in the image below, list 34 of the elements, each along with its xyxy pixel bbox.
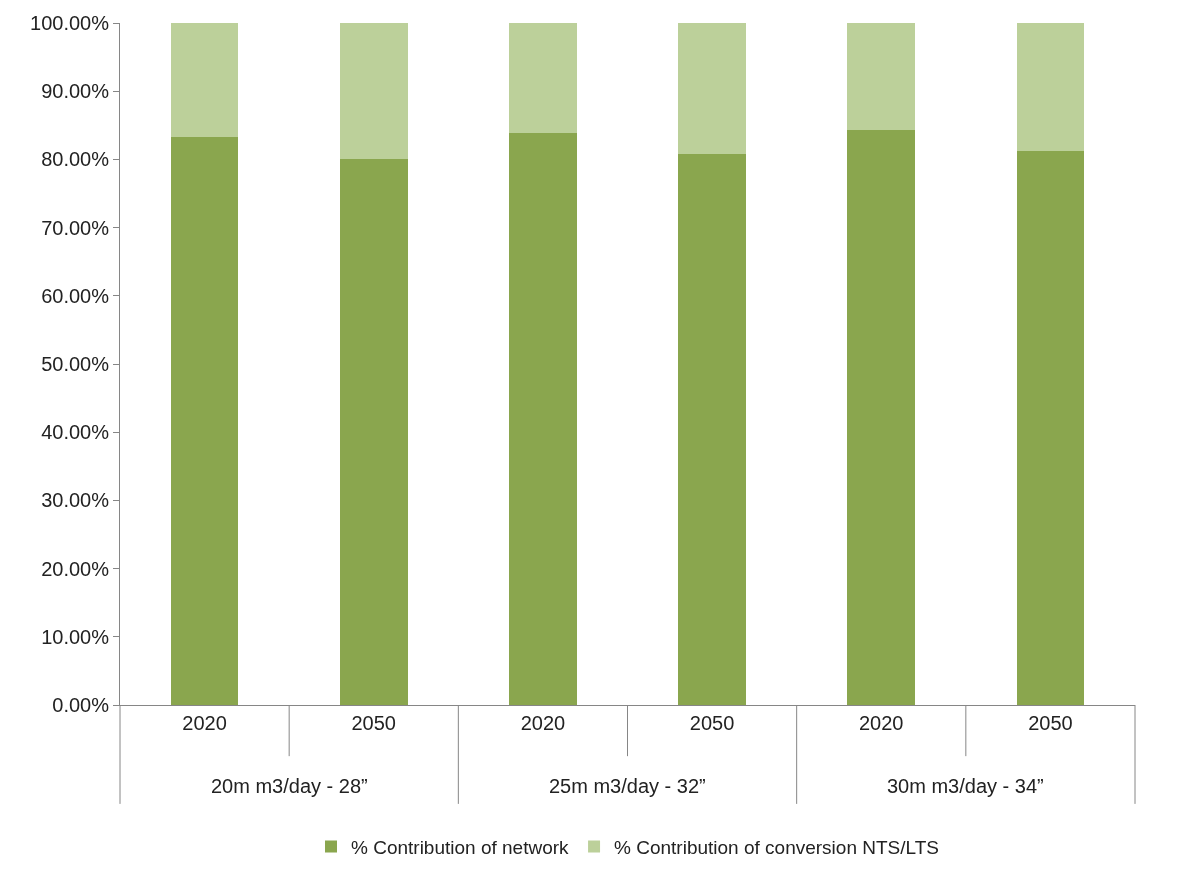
y-tick-label: 20.00% <box>41 557 110 580</box>
y-tick-label: 0.00% <box>52 694 110 716</box>
y-tick-label: 40.00% <box>41 421 110 444</box>
text: 20m m3/day - 28” <box>211 775 368 797</box>
bar <box>339 23 408 159</box>
bar <box>1016 23 1085 152</box>
x-tick-label: 2020 <box>520 712 566 734</box>
x-tick-label: 2020 <box>182 712 227 734</box>
bar <box>170 23 239 137</box>
bar <box>509 23 577 133</box>
x-tick-label: 2050 <box>689 712 735 734</box>
bar <box>847 130 916 705</box>
text: 30m m3/day - 34” <box>887 775 1044 797</box>
bar <box>847 23 916 131</box>
y-tick-label: 30.00% <box>41 489 110 512</box>
y-tick-label: 90.00% <box>41 80 110 103</box>
x-tick-label: 2020 <box>859 712 904 734</box>
legend-label: % Contribution of conversion NTS/LTS <box>614 837 939 859</box>
x-tick-label: 2050 <box>351 712 396 734</box>
bar <box>678 153 746 705</box>
bar <box>170 136 239 705</box>
bar <box>678 23 746 154</box>
y-tick-label: 10.00% <box>41 625 110 648</box>
y-tick-label: 60.00% <box>41 284 110 307</box>
y-tick-label: 80.00% <box>41 148 110 171</box>
y-tick-label: 100.00% <box>30 12 110 34</box>
y-tick-label: 70.00% <box>41 216 110 239</box>
text: 25m m3/day - 32” <box>549 775 706 797</box>
bar <box>509 132 577 705</box>
legend-label: % Contribution of network <box>351 837 570 859</box>
x-tick-label: 2050 <box>1028 712 1073 734</box>
bar <box>339 158 408 705</box>
bar <box>1016 151 1085 705</box>
y-tick-label: 50.00% <box>41 353 110 375</box>
